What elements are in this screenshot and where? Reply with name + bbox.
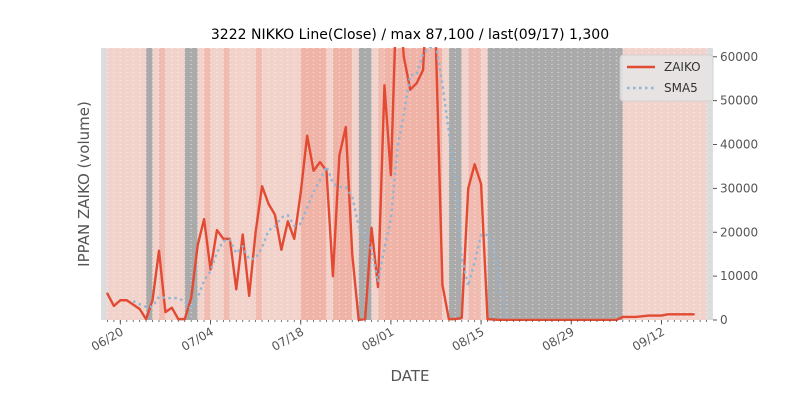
y-tick-label: 0 <box>720 313 728 327</box>
y-tick-label: 50000 <box>720 94 758 108</box>
y-tick-label: 30000 <box>720 181 758 195</box>
series-line-sma5 <box>132 47 509 321</box>
background-band <box>146 48 153 320</box>
background-band <box>158 48 166 320</box>
background-band <box>442 48 449 320</box>
y-axis-label: IPPAN ZAIKO (volume) <box>75 101 93 267</box>
series-lines <box>106 47 695 321</box>
y-tick-label: 40000 <box>720 138 758 152</box>
y-tick-label: 60000 <box>720 50 758 64</box>
background-dot-grid <box>100 48 714 320</box>
background-band <box>223 48 230 320</box>
background-band <box>165 48 185 320</box>
background-band <box>197 48 205 320</box>
background-band <box>487 48 623 320</box>
y-axis: 0 10000 20000 30000 40000 50000 60000 <box>713 50 758 327</box>
background-band <box>352 48 359 320</box>
legend-label-sma5: SMA5 <box>664 81 698 95</box>
series-line-zaiko <box>106 47 695 321</box>
background-band <box>461 48 469 320</box>
legend: ZAIKO SMA5 <box>619 54 714 102</box>
background-band <box>326 48 333 320</box>
background-band <box>706 48 713 320</box>
background-band <box>481 48 488 320</box>
background-band <box>332 48 353 320</box>
background-band <box>255 48 263 320</box>
background-band <box>204 48 211 320</box>
background-band <box>371 48 379 320</box>
y-tick-label: 10000 <box>720 269 758 283</box>
chart-title: 3222 NIKKO Line(Close) / max 87,100 / la… <box>211 27 609 43</box>
background-band <box>101 48 108 320</box>
y-tick-label: 20000 <box>720 225 758 239</box>
x-axis-label: DATE <box>390 367 429 385</box>
legend-label-zaiko: ZAIKO <box>664 60 701 74</box>
background-band <box>152 48 159 320</box>
